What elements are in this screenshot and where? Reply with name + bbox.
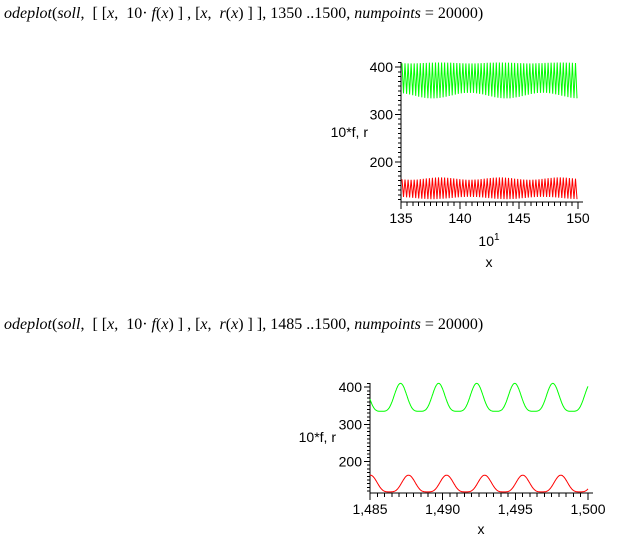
command-segment: x xyxy=(200,5,208,22)
command-segment: = 20000) xyxy=(420,5,484,22)
command-segment: = 20000) xyxy=(420,316,484,333)
command-segment: ( xyxy=(52,5,58,22)
command-segment: x xyxy=(161,316,169,333)
command-segment: , xyxy=(207,5,220,22)
curve-red-r xyxy=(401,177,578,200)
maple-command-2[interactable]: odeplot(soll, [ [x, 10· f(x) ] , [x, r(x… xyxy=(4,315,483,334)
x-axis-title: x xyxy=(486,254,493,270)
y-tick-label: 400 xyxy=(370,59,394,75)
command-segment: x xyxy=(200,316,208,333)
command-segment: ) ] , [ xyxy=(168,316,201,333)
y-tick-label: 400 xyxy=(339,379,363,395)
command-segment: , 10· xyxy=(114,5,148,22)
y-axis-title: 10*f, r xyxy=(299,429,337,445)
command-segment: x xyxy=(231,5,239,22)
command-segment: r xyxy=(219,316,226,333)
x-tick-label: 140 xyxy=(448,210,472,226)
plot-1-odeplot-1350-1500[interactable]: 200 300 400 135 140 145 150 10*f, r 101 x xyxy=(331,59,590,270)
command-segment: ) ] ], 1485 ..1500, xyxy=(238,316,355,333)
x-axis-multiplier: 101 xyxy=(478,232,500,249)
y-axis-title: 10*f, r xyxy=(331,124,369,140)
command-segment: x xyxy=(231,316,239,333)
curve-green-10f xyxy=(401,62,578,99)
command-segment: x xyxy=(161,5,169,22)
x-axis-multiplier-exponent: 1 xyxy=(494,232,500,243)
command-segment: x xyxy=(107,5,115,22)
curve-red-r xyxy=(370,474,589,493)
x-tick-label: 150 xyxy=(566,210,590,226)
command-segment: ( xyxy=(156,5,162,22)
x-tick-label: 145 xyxy=(507,210,531,226)
command-segment: numpoints xyxy=(354,5,421,22)
command-segment: , xyxy=(207,316,220,333)
command-segment: ( xyxy=(52,316,58,333)
x-tick-label: 135 xyxy=(389,210,413,226)
command-segment: f xyxy=(147,316,156,333)
command-segment: soll xyxy=(57,316,81,333)
command-segment: f xyxy=(147,5,156,22)
command-segment: ( xyxy=(225,316,232,333)
x-tick-label: 1,485 xyxy=(352,501,387,517)
command-segment: numpoints xyxy=(354,316,421,333)
command-segment: x xyxy=(107,316,115,333)
y-tick-label: 200 xyxy=(339,453,363,469)
command-segment: ( xyxy=(225,5,232,22)
command-segment: soll xyxy=(57,5,81,22)
command-segment: odeplot xyxy=(4,316,52,333)
x-tick-label: 1,495 xyxy=(498,501,533,517)
command-segment: , [ [ xyxy=(80,316,108,333)
command-segment: ) ] , [ xyxy=(168,5,201,22)
y-tick-label: 200 xyxy=(370,154,394,170)
curve-green-10f xyxy=(369,382,589,412)
y-tick-label: 300 xyxy=(370,107,394,123)
command-segment: , [ [ xyxy=(80,5,108,22)
command-segment: odeplot xyxy=(4,5,52,22)
plot-2-odeplot-1485-1500[interactable]: 200 300 400 1,485 1,490 1,495 1,500 10*f, r x xyxy=(299,379,606,537)
x-tick-label: 1,500 xyxy=(570,501,605,517)
command-segment: r xyxy=(219,5,226,22)
x-axis-title: x xyxy=(478,521,485,537)
command-segment: ) ] ], 1350 ..1500, xyxy=(238,5,355,22)
y-tick-label: 300 xyxy=(339,416,363,432)
command-segment: , 10· xyxy=(114,316,148,333)
x-tick-label: 1,490 xyxy=(425,501,460,517)
command-segment: ( xyxy=(156,316,162,333)
maple-command-1[interactable]: odeplot(soll, [ [x, 10· f(x) ] , [x, r(x… xyxy=(4,4,483,23)
